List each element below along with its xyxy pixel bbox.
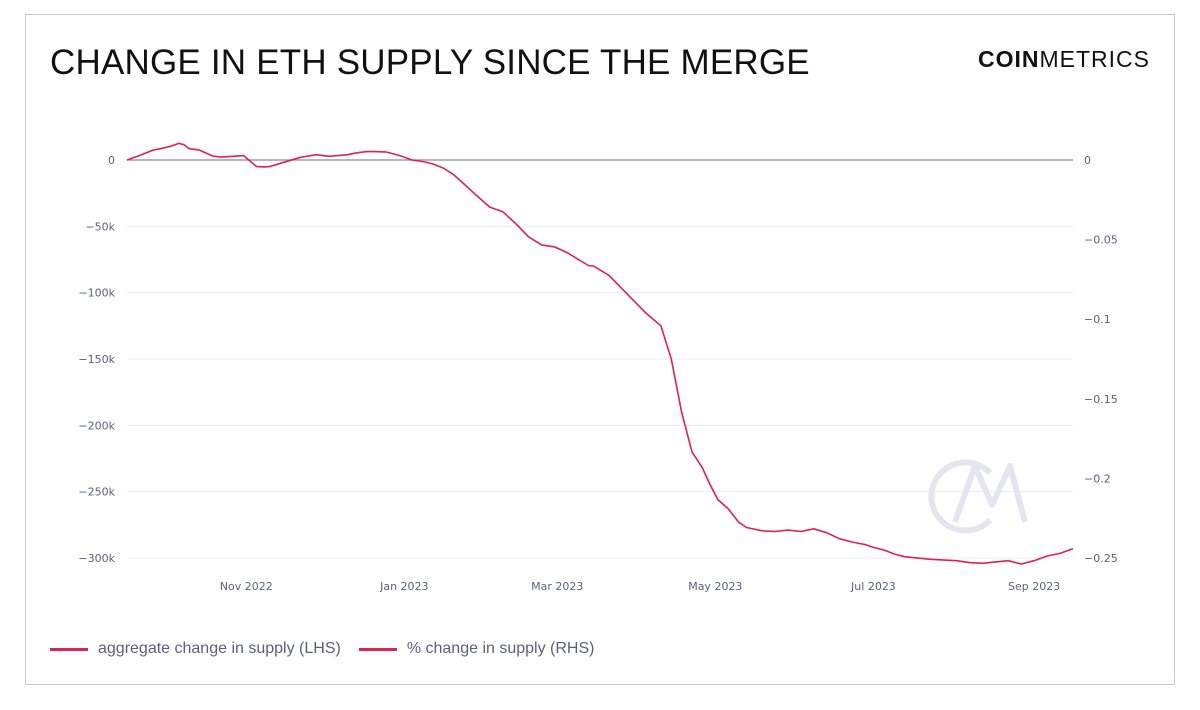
x-tick-label: Nov 2022 bbox=[220, 580, 273, 593]
legend-swatch-lhs bbox=[50, 647, 88, 651]
left-tick-label: −50k bbox=[85, 220, 115, 233]
x-tick-label: Jul 2023 bbox=[850, 580, 896, 593]
right-tick-label: −0.1 bbox=[1084, 313, 1111, 326]
grid-lines bbox=[127, 225, 1073, 559]
x-tick-label: May 2023 bbox=[688, 580, 742, 593]
right-tick-label: 0 bbox=[1084, 154, 1091, 167]
logo-text-light: METRICS bbox=[1039, 46, 1150, 72]
right-tick-label: −0.15 bbox=[1084, 393, 1118, 406]
x-tick-label: Jan 2023 bbox=[379, 580, 428, 593]
page-title: CHANGE IN ETH SUPPLY SINCE THE MERGE bbox=[50, 43, 810, 82]
series-line-rhs bbox=[126, 143, 1074, 565]
chart-frame bbox=[25, 14, 1175, 685]
legend-label-rhs: % change in supply (RHS) bbox=[406, 640, 595, 657]
right-axis: 0 −0.05 −0.1 −0.15 −0.2 −0.25 bbox=[1084, 154, 1118, 565]
left-tick-label: −200k bbox=[78, 419, 115, 432]
coinmetrics-logo: COINMETRICS bbox=[978, 44, 1150, 74]
legend: aggregate change in supply (LHS) % chang… bbox=[50, 640, 594, 658]
left-tick-label: −300k bbox=[78, 552, 115, 565]
right-tick-label: −0.05 bbox=[1084, 234, 1118, 247]
x-tick-label: Sep 2023 bbox=[1008, 580, 1060, 593]
left-tick-label: 0 bbox=[108, 154, 115, 167]
legend-label-lhs: aggregate change in supply (LHS) bbox=[98, 640, 341, 657]
x-axis: Nov 2022 Jan 2023 Mar 2023 May 2023 Jul 2023… bbox=[220, 580, 1061, 593]
left-axis: 0 −50k −100k −150k −200k −250k −300k bbox=[78, 154, 115, 565]
right-tick-label: −0.25 bbox=[1084, 552, 1118, 565]
x-tick-label: Mar 2023 bbox=[531, 580, 583, 593]
legend-item-rhs[interactable]: % change in supply (RHS) bbox=[358, 640, 595, 658]
coinmetrics-cm-watermark-icon bbox=[928, 459, 1028, 534]
left-tick-label: −150k bbox=[78, 353, 115, 366]
left-tick-label: −100k bbox=[78, 287, 115, 300]
legend-item-lhs[interactable]: aggregate change in supply (LHS) bbox=[50, 640, 341, 658]
right-tick-label: −0.2 bbox=[1084, 472, 1111, 485]
left-tick-label: −250k bbox=[78, 486, 115, 499]
series-layer bbox=[126, 142, 1074, 565]
legend-swatch-rhs bbox=[358, 647, 397, 651]
logo-text-bold: COIN bbox=[978, 46, 1040, 72]
